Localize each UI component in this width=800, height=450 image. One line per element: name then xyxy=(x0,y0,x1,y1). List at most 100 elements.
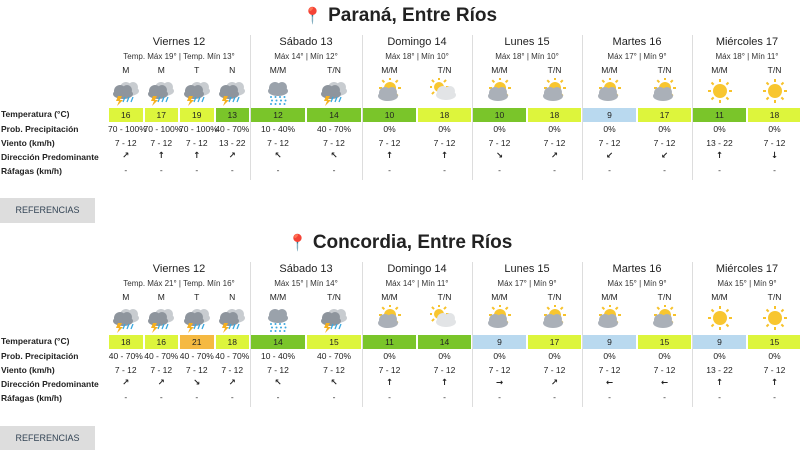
weather-icon xyxy=(428,77,460,106)
gusts: - xyxy=(195,165,199,175)
icon-graphic xyxy=(762,79,787,103)
wind: 13 - 22 xyxy=(706,365,733,375)
weather-icon xyxy=(650,304,680,333)
row-label: Ráfagas (km/h) xyxy=(1,166,62,176)
temperature-cell: 18 xyxy=(528,108,581,122)
gusts: - xyxy=(332,165,336,175)
icon-graphic xyxy=(487,304,511,328)
row-label: Temperatura (°C) xyxy=(1,336,70,346)
precipitation: 0% xyxy=(493,124,506,134)
location-title: 📍 Concordia, Entre Ríos xyxy=(287,232,513,253)
weather-icon xyxy=(540,304,570,333)
period-label: M/M xyxy=(269,292,287,302)
wind: 7 - 12 xyxy=(378,365,401,375)
temperature-cell: 19 xyxy=(180,108,214,122)
weather-icon xyxy=(485,304,515,333)
wind-direction: ↙ xyxy=(605,151,614,161)
wind: 7 - 12 xyxy=(763,138,786,148)
day-name: Lunes 15 xyxy=(504,263,550,275)
wind-direction: ← xyxy=(605,378,614,388)
icon-graphic xyxy=(219,82,246,106)
row-label: Prob. Precipitación xyxy=(1,124,79,134)
row-label: Dirección Predominante xyxy=(1,152,99,162)
temperature-cell: 15 xyxy=(748,335,800,349)
weather-icon xyxy=(146,78,176,106)
wind: 7 - 12 xyxy=(543,365,566,375)
wind: 7 - 12 xyxy=(114,138,137,148)
weather-icon xyxy=(540,77,570,106)
period-label: T/N xyxy=(327,65,341,75)
precipitation: 10 - 40% xyxy=(260,124,296,134)
precipitation: 10 - 40% xyxy=(260,351,296,361)
wind-direction: ↘ xyxy=(193,378,201,388)
row-label: Prob. Precipitación xyxy=(1,351,79,361)
row-label: Temperatura (°C) xyxy=(1,109,70,119)
day-separator xyxy=(582,262,583,407)
gusts: - xyxy=(718,165,721,175)
precipitation: 0% xyxy=(603,124,616,134)
day-name: Domingo 14 xyxy=(387,36,447,48)
icon-graphic xyxy=(542,77,566,101)
wind-direction: ↗ xyxy=(228,378,236,388)
precipitation: 40 - 70% xyxy=(179,351,214,361)
icon-graphic xyxy=(652,304,676,328)
day-name: Martes 16 xyxy=(612,263,662,275)
day-summary: Máx 14° | Mín 12° xyxy=(274,52,338,61)
day-summary: Máx 17° | Mín 9° xyxy=(497,279,557,288)
gusts: - xyxy=(553,392,556,402)
period-label: N xyxy=(229,65,236,75)
gusts: - xyxy=(663,165,666,175)
weather-icon xyxy=(375,77,405,106)
weather-icon xyxy=(182,78,212,106)
wind: 7 - 12 xyxy=(433,138,456,148)
wind: 7 - 12 xyxy=(488,138,511,148)
gusts: - xyxy=(773,392,776,402)
period-label: M xyxy=(122,292,130,302)
day-summary: Máx 14° | Mín 11° xyxy=(385,279,449,288)
wind-direction: ↑ xyxy=(715,151,724,161)
weather-icon xyxy=(263,305,293,333)
precipitation: 0% xyxy=(713,351,726,361)
icon-graphic xyxy=(597,77,621,101)
gusts: - xyxy=(159,392,163,402)
gusts: - xyxy=(276,165,280,175)
location-title: 📍 Paraná, Entre Ríos xyxy=(302,5,498,26)
temperature-cell: 13 xyxy=(215,108,249,122)
button[interactable]: REFERENCIAS xyxy=(0,426,95,450)
icon-graphic xyxy=(268,309,288,332)
precipitation: 70 - 100% xyxy=(179,124,218,134)
precipitation: 0% xyxy=(548,351,561,361)
period-label: T xyxy=(194,65,200,75)
weather-icon xyxy=(217,305,247,333)
wind: 7 - 12 xyxy=(763,365,786,375)
day-name: Miércoles 17 xyxy=(715,36,779,48)
weather-icon xyxy=(375,304,405,333)
button[interactable]: REFERENCIAS xyxy=(0,198,95,223)
period-label: T/N xyxy=(657,292,672,302)
gusts: - xyxy=(388,392,391,402)
temperature-cell: 17 xyxy=(638,108,691,122)
gusts: - xyxy=(608,165,611,175)
wind-direction: ↖ xyxy=(330,378,338,388)
wind: 7 - 12 xyxy=(488,365,511,375)
temperature-cell: 18 xyxy=(109,335,143,349)
day-separator xyxy=(692,35,693,180)
day-summary: Máx 15° | Mín 14° xyxy=(274,279,338,288)
gusts: - xyxy=(195,392,199,402)
wind: 7 - 12 xyxy=(150,138,173,148)
precipitation: 0% xyxy=(383,351,396,361)
icon-graphic xyxy=(219,309,246,333)
precipitation: 40 - 70% xyxy=(316,124,352,134)
period-label: T/N xyxy=(547,292,562,302)
precipitation: 0% xyxy=(438,351,451,361)
weather-icon xyxy=(705,305,735,333)
temperature-cell: 17 xyxy=(528,335,581,349)
gusts: - xyxy=(230,392,234,402)
precipitation: 0% xyxy=(768,124,781,134)
weather-icon xyxy=(595,77,625,106)
wind: 7 - 12 xyxy=(185,138,208,148)
day-name: Miércoles 17 xyxy=(715,263,779,275)
gusts: - xyxy=(443,165,446,175)
gusts: - xyxy=(773,165,776,175)
wind: 7 - 12 xyxy=(598,365,621,375)
